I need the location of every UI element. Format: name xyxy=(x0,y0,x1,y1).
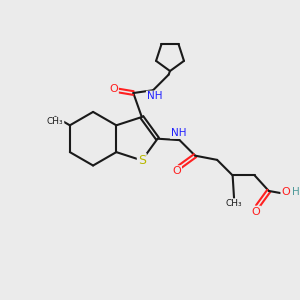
Text: S: S xyxy=(138,154,146,167)
Text: O: O xyxy=(109,84,118,94)
Text: H: H xyxy=(292,187,300,197)
Text: O: O xyxy=(281,187,290,197)
Text: CH₃: CH₃ xyxy=(47,117,64,126)
Text: CH₃: CH₃ xyxy=(226,199,242,208)
Text: O: O xyxy=(251,206,260,217)
Text: O: O xyxy=(172,166,181,176)
Text: NH: NH xyxy=(147,92,162,101)
Text: NH: NH xyxy=(171,128,186,138)
